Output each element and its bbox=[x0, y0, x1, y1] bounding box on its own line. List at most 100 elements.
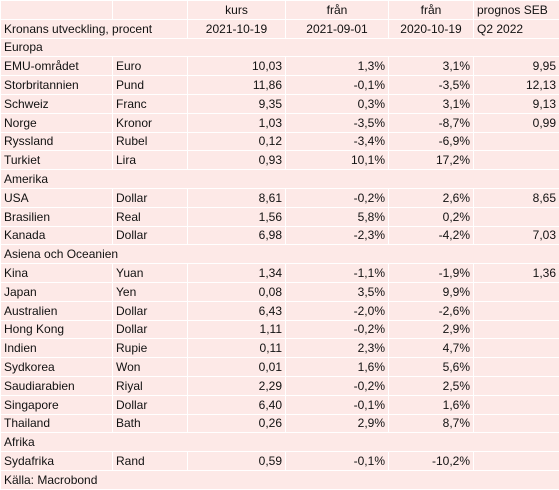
currency-cell: Pund bbox=[113, 76, 188, 95]
header-row-1: kurs från från prognos SEB bbox=[1, 1, 559, 20]
change-since-year-cell: 1,6% bbox=[389, 395, 474, 414]
header-date-kurs: 2021-10-19 bbox=[188, 19, 286, 38]
header-cell bbox=[1, 1, 113, 20]
section-row: Afrika bbox=[1, 433, 559, 452]
header-row-2: Kronans utveckling, procent 2021-10-19 2… bbox=[1, 19, 559, 38]
change-since-year-cell: 8,7% bbox=[389, 414, 474, 433]
header-date-year: 2020-10-19 bbox=[389, 19, 474, 38]
change-since-sep-cell: -0,1% bbox=[286, 76, 389, 95]
change-since-year-cell: -3,5% bbox=[389, 76, 474, 95]
forecast-cell bbox=[474, 132, 559, 151]
change-since-sep-cell: -1,1% bbox=[286, 264, 389, 283]
country-cell: Australien bbox=[1, 301, 113, 320]
change-since-sep-cell: 10,1% bbox=[286, 151, 389, 170]
change-since-year-cell: 0,2% bbox=[389, 207, 474, 226]
change-since-year-cell: 2,5% bbox=[389, 376, 474, 395]
change-since-year-cell: 4,7% bbox=[389, 339, 474, 358]
change-since-sep-cell: -2,3% bbox=[286, 226, 389, 245]
header-date-sep: 2021-09-01 bbox=[286, 19, 389, 38]
section-row: Europa bbox=[1, 38, 559, 57]
change-since-year-cell: 2,9% bbox=[389, 320, 474, 339]
forecast-cell bbox=[474, 376, 559, 395]
kurs-cell: 0,93 bbox=[188, 151, 286, 170]
kurs-cell: 1,11 bbox=[188, 320, 286, 339]
currency-cell: Dollar bbox=[113, 395, 188, 414]
forecast-cell bbox=[474, 320, 559, 339]
forecast-cell bbox=[474, 151, 559, 170]
forecast-cell bbox=[474, 414, 559, 433]
change-since-sep-cell: 2,9% bbox=[286, 414, 389, 433]
change-since-sep-cell: -2,0% bbox=[286, 301, 389, 320]
change-since-year-cell: 3,1% bbox=[389, 94, 474, 113]
change-since-sep-cell: -0,2% bbox=[286, 188, 389, 207]
country-cell: EMU-området bbox=[1, 57, 113, 76]
currency-cell: Won bbox=[113, 358, 188, 377]
currency-cell: Kronor bbox=[113, 113, 188, 132]
section-label: Asiena och Oceanien bbox=[1, 245, 559, 264]
country-cell: Hong Kong bbox=[1, 320, 113, 339]
change-since-sep-cell: -0,2% bbox=[286, 376, 389, 395]
forecast-cell: 7,03 bbox=[474, 226, 559, 245]
kurs-cell: 0,08 bbox=[188, 282, 286, 301]
header-fran-2: från bbox=[389, 1, 474, 20]
change-since-year-cell: 2,6% bbox=[389, 188, 474, 207]
currency-cell: Riyal bbox=[113, 376, 188, 395]
change-since-year-cell: -2,6% bbox=[389, 301, 474, 320]
change-since-sep-cell: -0,1% bbox=[286, 395, 389, 414]
kurs-cell: 6,98 bbox=[188, 226, 286, 245]
forecast-cell bbox=[474, 282, 559, 301]
country-cell: Sydafrika bbox=[1, 452, 113, 471]
header-cell bbox=[113, 1, 188, 20]
table-title: Kronans utveckling, procent bbox=[1, 19, 188, 38]
kurs-cell: 11,86 bbox=[188, 76, 286, 95]
forecast-cell bbox=[474, 339, 559, 358]
change-since-year-cell: -10,2% bbox=[389, 452, 474, 471]
currency-cell: Rand bbox=[113, 452, 188, 471]
country-cell: Kanada bbox=[1, 226, 113, 245]
kurs-cell: 9,35 bbox=[188, 94, 286, 113]
change-since-sep-cell: 2,3% bbox=[286, 339, 389, 358]
kurs-cell: 0,11 bbox=[188, 339, 286, 358]
change-since-year-cell: -1,9% bbox=[389, 264, 474, 283]
kurs-cell: 2,29 bbox=[188, 376, 286, 395]
change-since-year-cell: 3,1% bbox=[389, 57, 474, 76]
currency-cell: Rubel bbox=[113, 132, 188, 151]
country-cell: Schweiz bbox=[1, 94, 113, 113]
change-since-year-cell: 5,6% bbox=[389, 358, 474, 377]
header-quarter: Q2 2022 bbox=[474, 19, 559, 38]
change-since-sep-cell: -0,2% bbox=[286, 320, 389, 339]
section-label: Källa: Macrobond bbox=[1, 470, 559, 489]
change-since-sep-cell: 5,8% bbox=[286, 207, 389, 226]
country-cell: Norge bbox=[1, 113, 113, 132]
section-label: Amerika bbox=[1, 170, 559, 189]
currency-cell: Rupie bbox=[113, 339, 188, 358]
section-row: Källa: Macrobond bbox=[1, 470, 559, 489]
change-since-sep-cell: 1,3% bbox=[286, 57, 389, 76]
section-row: Amerika bbox=[1, 170, 559, 189]
country-cell: Sydkorea bbox=[1, 358, 113, 377]
kurs-cell: 1,34 bbox=[188, 264, 286, 283]
currency-cell: Real bbox=[113, 207, 188, 226]
change-since-sep-cell: 1,6% bbox=[286, 358, 389, 377]
forecast-cell: 9,13 bbox=[474, 94, 559, 113]
kurs-cell: 6,43 bbox=[188, 301, 286, 320]
kurs-cell: 0,12 bbox=[188, 132, 286, 151]
forecast-cell: 9,95 bbox=[474, 57, 559, 76]
change-since-year-cell: -4,2% bbox=[389, 226, 474, 245]
country-cell: Saudiarabien bbox=[1, 376, 113, 395]
